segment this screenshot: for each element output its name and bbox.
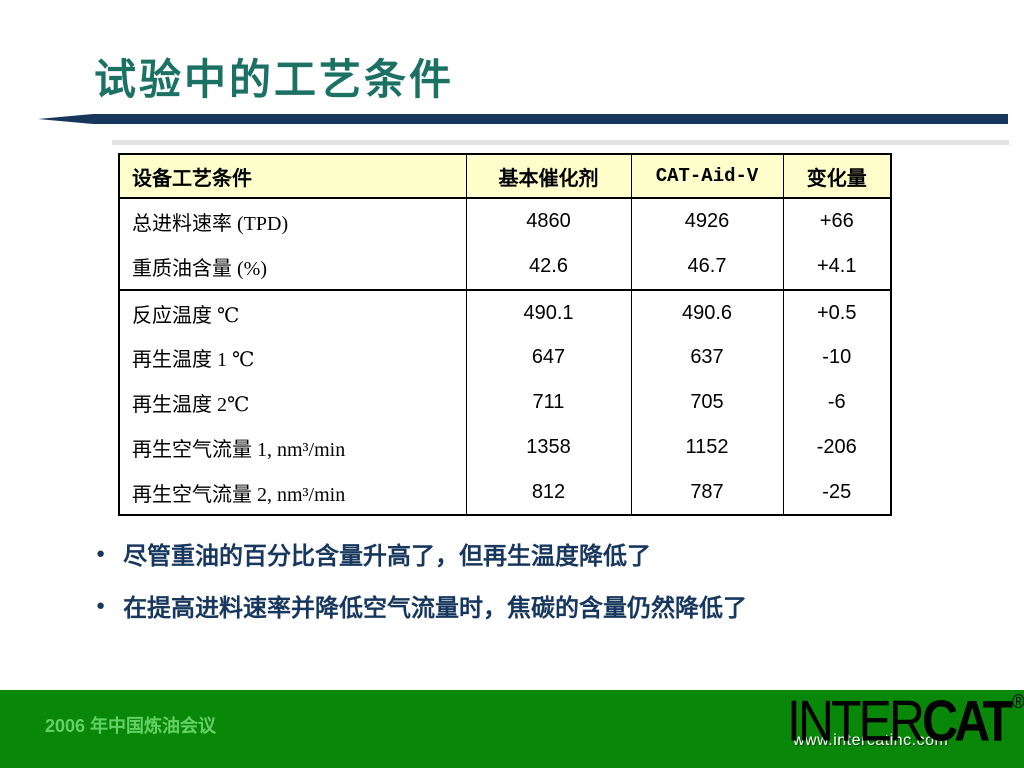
table-row: 再生空气流量 1, nm³/min 1358 1152 -206 — [118, 425, 892, 470]
summary-bullets: ● 尽管重油的百分比含量升高了，但再生温度降低了 ● 在提高进料速率并降低空气流… — [96, 527, 747, 631]
delta-value: +4.1 — [782, 244, 892, 290]
base-value: 711 — [465, 380, 632, 425]
col-header-cat-aid-v: CAT-Aid-V — [630, 154, 784, 199]
table-row: 总进料速率 (TPD) 4860 4926 +66 — [118, 198, 892, 244]
cat-aid-value: 490.6 — [630, 289, 784, 335]
row-label: 再生空气流量 1, nm³/min — [118, 425, 467, 470]
title-underline-shadow — [112, 140, 1009, 145]
row-label: 总进料速率 (TPD) — [118, 198, 467, 244]
table-row: 重质油含量 (%) 42.6 46.7 +4.1 — [118, 244, 892, 290]
website-url: www.intercatinc.com — [793, 732, 949, 749]
title-underline — [38, 114, 1008, 124]
bullet-icon: ● — [96, 596, 106, 614]
delta-value: -6 — [782, 380, 892, 425]
base-value: 812 — [465, 470, 632, 515]
delta-value: +0.5 — [782, 289, 892, 335]
table-row: 反应温度 ℃ 490.1 490.6 +0.5 — [118, 289, 892, 335]
list-item: ● 在提高进料速率并降低空气流量时，焦碳的含量仍然降低了 — [96, 579, 747, 631]
base-value: 647 — [465, 335, 632, 380]
delta-value: -10 — [782, 335, 892, 380]
cat-aid-value: 1152 — [630, 425, 784, 470]
delta-value: -25 — [782, 470, 892, 515]
process-conditions-table: 设备工艺条件 基本催化剂 CAT-Aid-V 变化量 总进料速率 (TPD) 4… — [118, 153, 892, 516]
table-row: 再生温度 1 ℃ 647 637 -10 — [118, 335, 892, 380]
row-label: 再生温度 1 ℃ — [118, 335, 467, 380]
row-label: 再生空气流量 2, nm³/min — [118, 470, 467, 515]
cat-aid-value: 787 — [630, 470, 784, 515]
cat-aid-value: 637 — [630, 335, 784, 380]
base-value: 4860 — [465, 198, 632, 244]
row-label: 反应温度 ℃ — [118, 289, 467, 335]
col-header-condition: 设备工艺条件 — [118, 154, 467, 199]
cat-aid-value: 46.7 — [630, 244, 784, 290]
cat-aid-value: 705 — [630, 380, 784, 425]
row-label: 再生温度 2℃ — [118, 380, 467, 425]
base-value: 1358 — [465, 425, 632, 470]
base-value: 42.6 — [465, 244, 632, 290]
registered-trademark-icon: ® — [1012, 690, 1024, 713]
logo-inter-text: INTER — [787, 688, 925, 753]
bullet-text: 尽管重油的百分比含量升高了，但再生温度降低了 — [123, 543, 652, 570]
row-label: 重质油含量 (%) — [118, 244, 467, 290]
list-item: ● 尽管重油的百分比含量升高了，但再生温度降低了 — [96, 527, 747, 579]
footer-bar: 2006 年中国炼油会议 INTERCAT ® www.intercatinc.c… — [0, 690, 1024, 768]
col-header-delta: 变化量 — [782, 154, 892, 199]
base-value: 490.1 — [465, 289, 632, 335]
delta-value: +66 — [782, 198, 892, 244]
bullet-text: 在提高进料速率并降低空气流量时，焦碳的含量仍然降低了 — [123, 595, 748, 622]
table-header-row: 设备工艺条件 基本催化剂 CAT-Aid-V 变化量 — [118, 154, 892, 199]
cat-aid-value: 4926 — [630, 198, 784, 244]
page-title: 试验中的工艺条件 — [94, 56, 455, 103]
table-row: 再生空气流量 2, nm³/min 812 787 -25 — [118, 470, 892, 515]
table-row: 再生温度 2℃ 711 705 -6 — [118, 380, 892, 425]
intercat-logotype: INTERCAT ® — [787, 692, 1024, 750]
logo-cat-text: CAT — [922, 688, 1013, 753]
delta-value: -206 — [782, 425, 892, 470]
col-header-base-catalyst: 基本催化剂 — [465, 154, 632, 199]
bullet-icon: ● — [96, 544, 106, 562]
conference-label: 2006 年中国炼油会议 — [45, 716, 217, 736]
intercat-logo: INTERCAT ® www.intercatinc.com — [787, 692, 1024, 750]
